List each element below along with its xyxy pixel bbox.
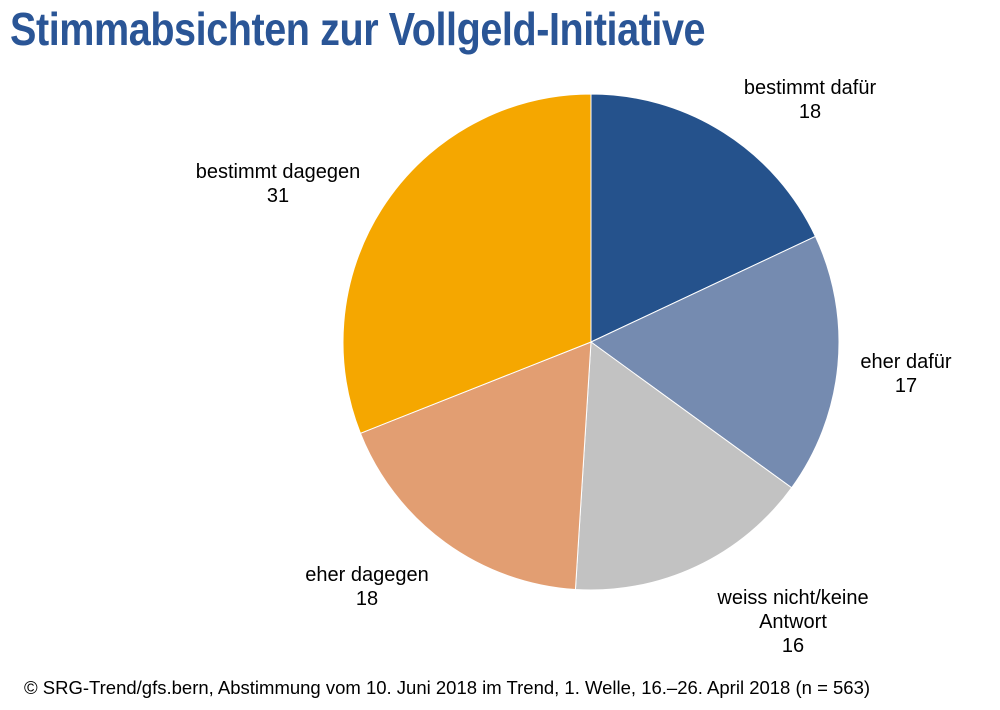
slice-label-text-line1: weiss nicht/keine xyxy=(717,587,869,609)
slice-label-value: 18 xyxy=(798,101,822,123)
slice-label-value: 31 xyxy=(266,185,290,207)
label-eher-dagegen: eher dagegen 18 xyxy=(282,563,452,611)
pie-slice-eher-dafür xyxy=(590,235,840,489)
slice-label-value: 18 xyxy=(355,588,379,610)
pie-slice-bestimmt-dafür xyxy=(590,93,817,343)
chart-title: Stimmabsichten zur Vollgeld-Initiative xyxy=(10,3,706,55)
slice-label-text: bestimmt dagegen xyxy=(195,161,361,183)
pie-slice-bestimmt-dagegen xyxy=(342,93,592,434)
pie-slice-weiss-nicht-keine-antwort xyxy=(574,341,793,591)
slice-label-value: 17 xyxy=(894,375,918,397)
slice-label-text-line2: Antwort xyxy=(759,611,827,633)
label-bestimmt-dagegen: bestimmt dagegen 31 xyxy=(178,160,378,208)
slice-label-text: bestimmt dafür xyxy=(743,77,877,99)
label-eher-dafuer: eher dafür 17 xyxy=(836,350,976,398)
slice-label-text: eher dafür xyxy=(860,351,952,373)
slice-label-text: eher dagegen xyxy=(305,564,429,586)
slice-label-value: 16 xyxy=(781,635,805,657)
label-weiss-nicht: weiss nicht/keine Antwort 16 xyxy=(693,586,893,658)
source-footnote: © SRG-Trend/gfs.bern, Abstimmung vom 10.… xyxy=(24,677,871,698)
label-bestimmt-dafuer: bestimmt dafür 18 xyxy=(720,76,900,124)
pie-slice-eher-dagegen xyxy=(359,341,592,591)
